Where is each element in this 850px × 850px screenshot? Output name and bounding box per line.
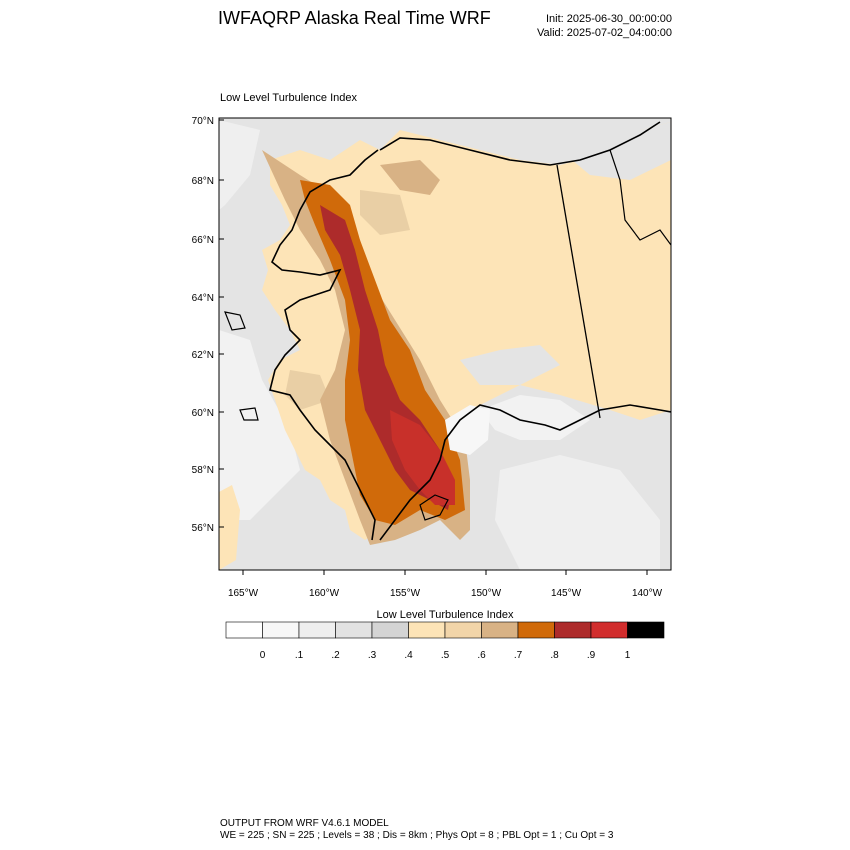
tan-patch [285,370,330,410]
footer-model: OUTPUT FROM WRF V4.6.1 MODEL [220,818,389,829]
colorbar-swatch [554,621,592,639]
colorbar-title: Low Level Turbulence Index [376,609,514,621]
island-outline [419,494,449,521]
lon-labels: 165°W 160°W 155°W 150°W 145°W 140°W [228,588,663,599]
lat-label: 66°N [192,235,214,246]
lat-label: 64°N [192,293,214,304]
coastline-south [379,404,671,541]
colorbar-label: .7 [513,650,523,661]
colorbar-swatch [590,621,628,639]
alaska-canada-border [556,164,601,419]
colorbar-label: .8 [550,650,559,661]
colorbar-swatch [262,621,300,639]
lat-labels: 70°N 68°N 66°N 64°N 62°N 60°N 58°N 56°N [192,116,214,534]
lat-label: 68°N [192,176,214,187]
colorbar-swatch [371,621,409,639]
lon-label: 140°W [632,588,663,599]
lon-label: 160°W [309,588,340,599]
colorbar-swatch [481,621,519,639]
valid-time: Valid: 2025-07-02_04:00:00 [537,27,672,39]
island-outline [224,311,246,331]
colorbar-swatch [298,621,336,639]
colorbar [225,621,665,639]
cloud-patch [560,122,671,180]
footer-settings: WE = 225 ; SN = 225 ; Levels = 38 ; Dis … [220,830,614,841]
ocean-light-patch [495,455,660,570]
lon-label: 155°W [390,588,421,599]
colorbar-label: 1 [624,650,631,661]
lon-label: 145°W [551,588,582,599]
lon-label: 165°W [228,588,259,599]
cloud-patch [460,345,560,385]
colorbar-swatch [627,621,665,639]
lat-label: 60°N [192,408,214,419]
map-frame [218,117,672,571]
colorbar-label: .1 [294,650,304,661]
turbulence-red-core [390,410,455,505]
ocean-light-patch [219,330,300,520]
island-outline [239,407,259,421]
lon-label: 150°W [471,588,502,599]
colorbar-label: .4 [404,650,413,661]
colorbar-swatch [225,621,263,639]
coastline-canada [609,149,671,246]
colorbar-swatch [517,621,555,639]
colorbar-label: 0 [259,650,266,661]
colorbar-label: .6 [477,650,486,661]
init-time: Init: 2025-06-30_00:00:00 [546,13,672,25]
tan-patch [360,190,410,235]
coastline-north [379,121,661,166]
colorbar-swatch [335,621,373,639]
colorbar-swatch [444,621,482,639]
ocean-tan-band [219,485,240,570]
ocean-light-patch [219,120,260,210]
white-patch [445,405,490,455]
lat-label: 70°N [192,116,214,127]
coastline-west [269,149,379,541]
tan-patch [380,160,440,195]
colorbar-label: .2 [331,650,340,661]
lat-ticks [219,119,224,528]
colorbar-label: .3 [367,650,377,661]
lat-label: 58°N [192,465,214,476]
plot-title: Low Level Turbulence Index [220,92,357,104]
colorbar-swatch [408,621,446,639]
lat-label: 56°N [192,523,214,534]
colorbar-label: .5 [440,650,450,661]
turbulence-field [219,118,671,570]
lat-label: 62°N [192,350,214,361]
lon-ticks [242,570,648,575]
coastlines [224,121,671,541]
main-title: IWFAQRP Alaska Real Time WRF [218,8,491,28]
colorbar-label: .9 [586,650,596,661]
